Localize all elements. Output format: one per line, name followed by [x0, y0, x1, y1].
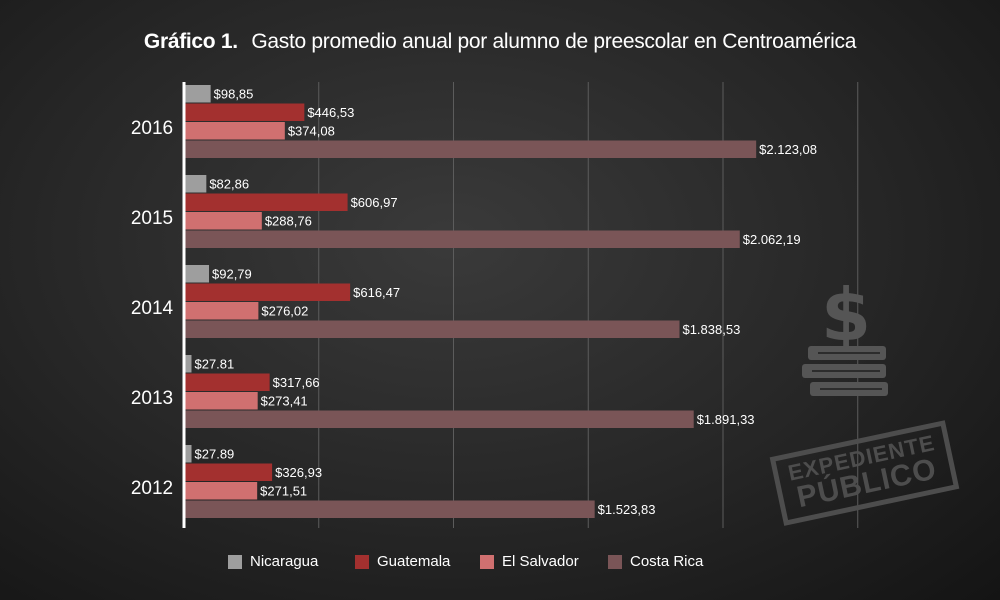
bar-value-label: $2.123,08	[759, 142, 817, 157]
bar-value-label: $1.523,83	[598, 502, 656, 517]
bar-value-label: $27.81	[194, 357, 234, 372]
bar	[184, 500, 595, 518]
legend-swatch	[480, 554, 494, 569]
legend-swatch	[608, 554, 622, 569]
category-label: 2015	[131, 208, 173, 229]
bar-value-label: $288,76	[265, 214, 312, 229]
bar	[184, 140, 757, 158]
legend-label: El Salvador	[502, 553, 579, 570]
bar-value-label: $317,66	[273, 375, 320, 390]
chart-title-label: Gráfico 1.	[143, 30, 238, 53]
bar	[184, 373, 270, 391]
bar-value-label: $273,41	[261, 394, 308, 409]
bar-value-label: $606,97	[351, 195, 398, 210]
category-label: 2016	[131, 118, 173, 139]
legend-item: Guatemala	[355, 553, 450, 570]
bar	[184, 302, 259, 320]
bar	[184, 193, 348, 211]
bar-value-label: $2.062,19	[743, 232, 801, 247]
bar-value-label: $271,51	[260, 484, 307, 499]
bar	[184, 212, 262, 230]
bar	[184, 85, 211, 103]
bar	[184, 122, 285, 140]
category-label: 2014	[131, 298, 174, 319]
bar	[184, 320, 680, 338]
legend-label: Costa Rica	[630, 553, 704, 570]
bar-value-label: $1.838,53	[682, 322, 740, 337]
bar	[184, 463, 273, 481]
legend-item: El Salvador	[480, 553, 579, 570]
legend-item: Nicaragua	[228, 553, 318, 570]
chart-legend: Nicaragua Guatemala El Salvador Costa Rica	[0, 553, 1000, 575]
bar-value-label: $82,86	[209, 177, 249, 192]
bar	[184, 175, 207, 193]
bar-value-label: $27.89	[195, 447, 235, 462]
bar-value-label: $1.891,33	[697, 412, 755, 427]
bar-value-label: $276,02	[261, 304, 308, 319]
bar-value-label: $374,08	[288, 124, 335, 139]
bar	[184, 103, 305, 121]
chart-title: Gráfico 1. Gasto promedio anual por alum…	[0, 30, 1000, 54]
bar-value-label: $616,47	[353, 285, 400, 300]
legend-swatch	[228, 554, 242, 569]
bar	[184, 283, 351, 301]
bar	[184, 265, 210, 283]
bar	[184, 230, 740, 248]
bar	[184, 445, 192, 463]
legend-label: Nicaragua	[250, 553, 319, 570]
category-label: 2012	[131, 478, 173, 499]
category-label: 2013	[131, 388, 173, 409]
legend-label: Guatemala	[377, 553, 451, 570]
bar	[184, 392, 258, 410]
bar-value-label: $326,93	[275, 465, 322, 480]
bar	[184, 410, 694, 428]
bar-value-label: $92,79	[212, 267, 252, 282]
chart-title-text: Gasto promedio anual por alumno de prees…	[251, 30, 857, 53]
bar-value-label: $446,53	[307, 105, 354, 120]
dollar-books-icon: $	[802, 273, 888, 396]
bar	[184, 482, 258, 500]
legend-swatch	[355, 554, 369, 569]
bar-value-label: $98,85	[214, 87, 254, 102]
svg-text:$: $	[821, 273, 871, 357]
legend-item: Costa Rica	[608, 553, 703, 570]
bar	[184, 355, 192, 373]
